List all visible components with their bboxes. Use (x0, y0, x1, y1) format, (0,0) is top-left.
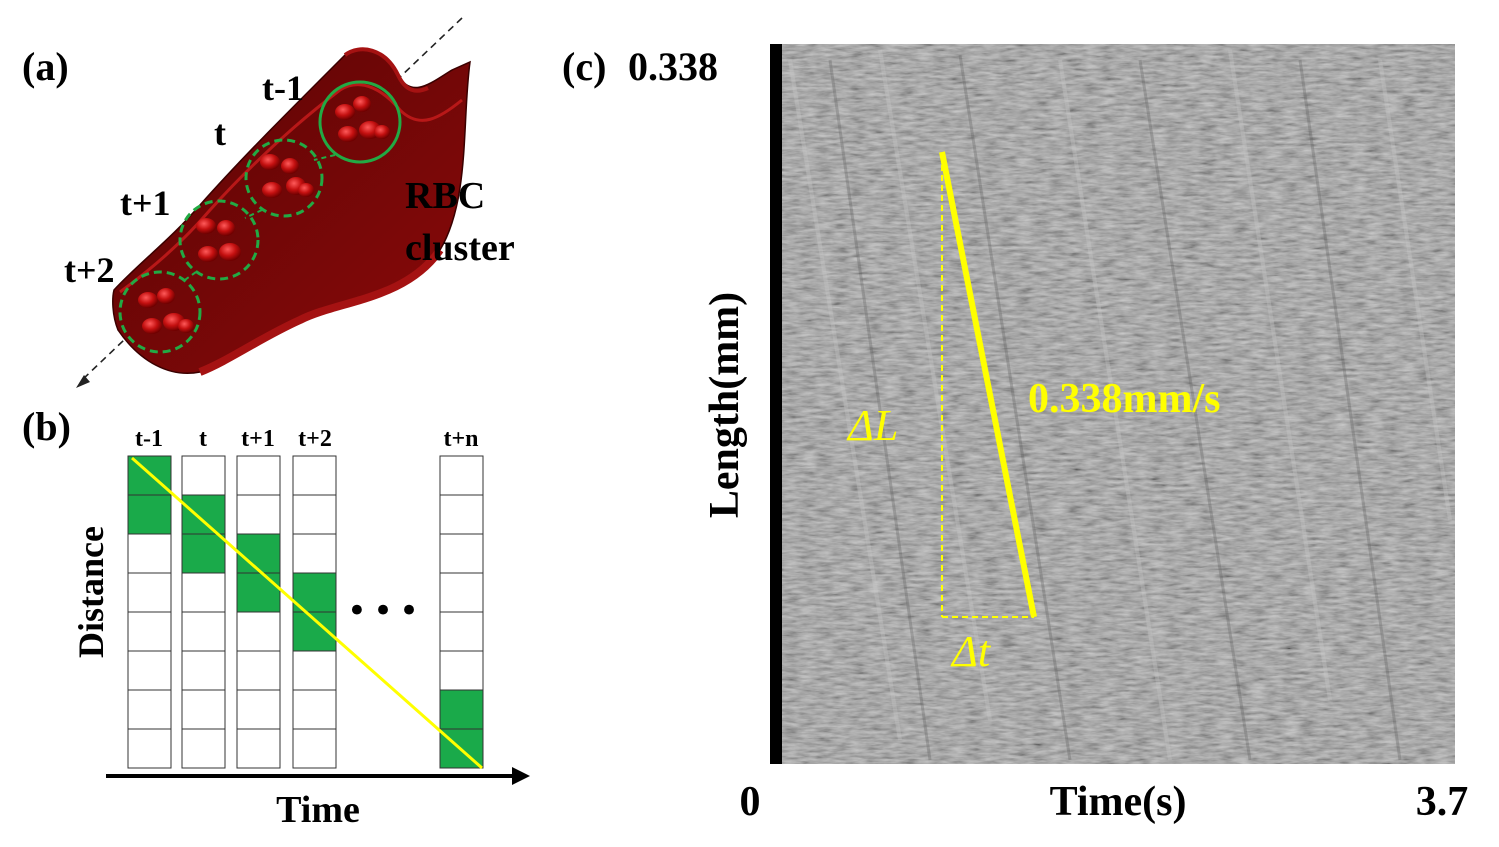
y-max-tick-label: 0.338 (628, 44, 718, 89)
time-axis-label-c: Time(s) (1050, 779, 1187, 825)
column-header-t+1: t+1 (241, 426, 275, 452)
panel-b-label: (b) (22, 404, 71, 449)
panel-c: (c) 0.338 ΔL Δt (562, 44, 1468, 825)
column-header-t+2: t+2 (298, 426, 332, 452)
time-label-t+1: t+1 (120, 183, 171, 223)
grid-cell-t+1-row-6 (236, 689, 281, 730)
grid-cell-t-1-row-3 (127, 572, 172, 613)
grid-cell-t+1-row-5 (236, 650, 281, 691)
cluster-t+1 (178, 199, 260, 281)
x-min-tick-label: 0 (740, 779, 761, 825)
grid-cell-t+n-row-6 (439, 689, 484, 730)
delta-t-label: Δt (950, 627, 992, 676)
grid-cell-t+2-row-6 (292, 689, 337, 730)
column-header-t+n: t+n (443, 426, 478, 452)
grid-cell-t+1-row-0 (236, 455, 281, 496)
time-axis-label-b: Time (276, 789, 360, 831)
grid-cell-t-row-7 (181, 728, 226, 769)
grid-cell-t+1-row-1 (236, 494, 281, 535)
cluster-t+2 (118, 270, 202, 354)
grid-cell-t+1-row-7 (236, 728, 281, 769)
grid-cell-t+n-row-3 (439, 572, 484, 613)
time-label-t-1: t-1 (262, 68, 304, 108)
time-axis-arrow-icon (512, 767, 530, 785)
grid-cell-t-row-4 (181, 611, 226, 652)
grid-cell-t+1-row-4 (236, 611, 281, 652)
distance-time-grid (127, 455, 484, 769)
length-axis-label: Length(mm) (702, 292, 748, 518)
grid-cell-t+2-row-7 (292, 728, 337, 769)
grid-cell-t+2-row-2 (292, 533, 337, 574)
flow-arrow-icon (76, 375, 90, 388)
time-label-t: t (214, 113, 226, 153)
grid-cell-t+1-row-3 (236, 572, 281, 613)
grid-cell-t+2-row-0 (292, 455, 337, 496)
grid-cell-t-1-row-6 (127, 689, 172, 730)
grid-cell-t+1-row-2 (236, 533, 281, 574)
panel-a: (a) (22, 17, 515, 388)
grid-cell-t+n-row-1 (439, 494, 484, 535)
grid-cell-t-row-5 (181, 650, 226, 691)
cluster-t (244, 138, 324, 218)
grid-cell-t-row-2 (181, 533, 226, 574)
distance-axis-label: Distance (71, 526, 111, 658)
grid-cell-t-row-1 (181, 494, 226, 535)
panel-a-label: (a) (22, 44, 69, 89)
grid-cell-t-1-row-2 (127, 533, 172, 574)
kymograph-image (770, 44, 1455, 764)
cluster-t-1 (318, 80, 402, 164)
column-header-t-1: t-1 (135, 426, 163, 452)
diagonal-trace-line (131, 456, 483, 770)
cluster-label-line1: RBC (405, 175, 485, 217)
grid-cell-t-1-row-7 (127, 728, 172, 769)
velocity-trace-line (939, 151, 1037, 618)
grid-cell-t+2-row-5 (292, 650, 337, 691)
grid-cell-t-1-row-1 (127, 494, 172, 535)
grid-cell-t+n-row-2 (439, 533, 484, 574)
velocity-label: 0.338mm/s (1028, 376, 1221, 422)
delta-L-label: ΔL (846, 401, 898, 450)
grid-cell-t+n-row-5 (439, 650, 484, 691)
ellipsis-dots: ••• (347, 591, 425, 631)
time-label-t+2: t+2 (64, 250, 115, 290)
column-header-t: t (199, 426, 207, 452)
grid-cell-t-row-3 (181, 572, 226, 613)
panel-c-label: (c) (562, 44, 606, 89)
grid-cell-t-1-row-5 (127, 650, 172, 691)
cluster-label-line2: cluster (405, 227, 515, 269)
panel-b: (b) t-1 t t+1 t+2 t+n ••• Distance Time (22, 404, 530, 831)
x-max-tick-label: 3.7 (1416, 779, 1469, 825)
grid-cell-t-row-6 (181, 689, 226, 730)
grid-cell-t-1-row-4 (127, 611, 172, 652)
grid-cell-t+2-row-1 (292, 494, 337, 535)
grid-cell-t+n-row-0 (439, 455, 484, 496)
grid-cell-t-row-0 (181, 455, 226, 496)
grid-cell-t+n-row-4 (439, 611, 484, 652)
kymograph-left-edge (770, 44, 782, 764)
